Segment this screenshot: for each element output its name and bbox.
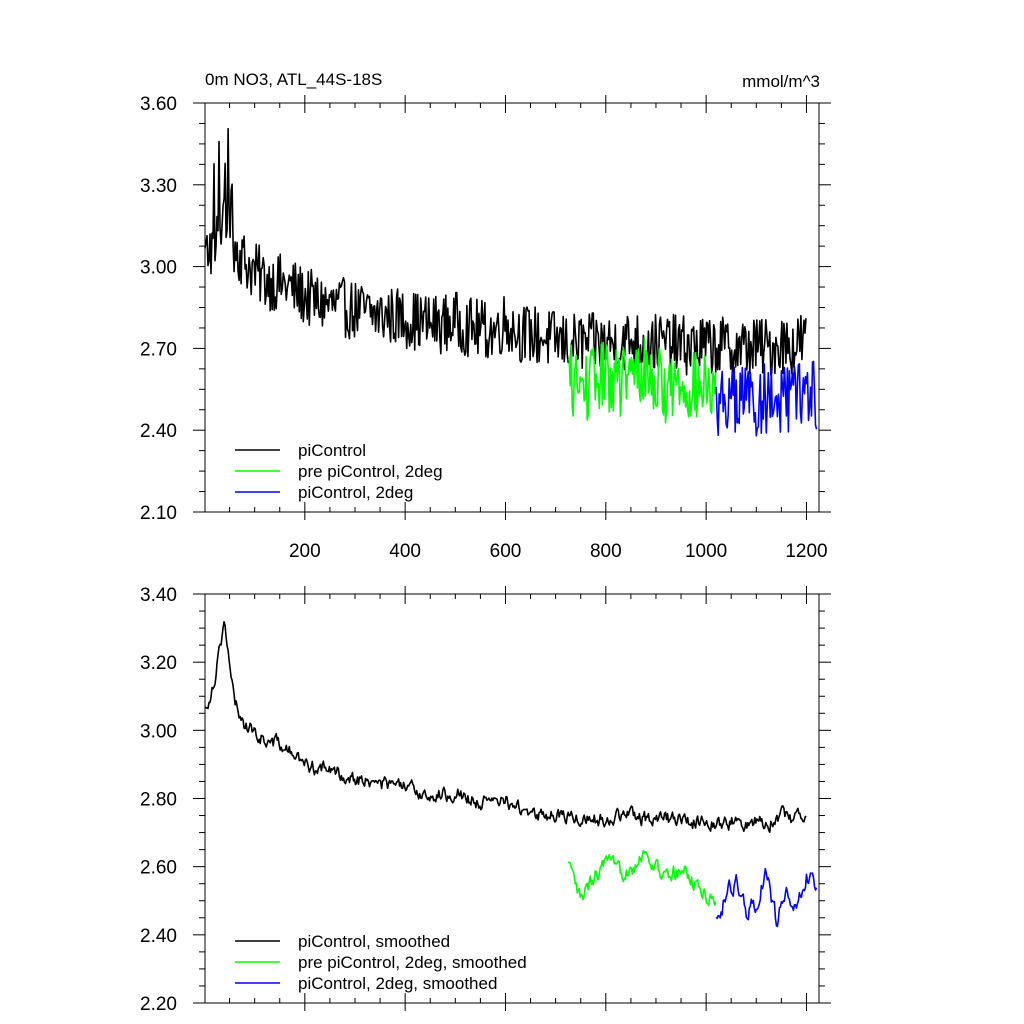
y-tick-label: 2.60 xyxy=(140,858,177,879)
series-line xyxy=(204,620,807,834)
legend-label: piControl xyxy=(298,441,366,460)
series-line xyxy=(567,849,717,907)
x-tick-label: 1200 xyxy=(785,541,827,562)
top-panel: 0m NO3, ATL_44S-18S mmol/m^3 200 400 600 80… xyxy=(140,70,831,562)
y-tick-label: 2.70 xyxy=(140,339,177,360)
legend-label: pre piControl, 2deg xyxy=(298,462,443,481)
y-tick-label: 3.20 xyxy=(140,653,177,674)
x-tick-label: 400 xyxy=(389,541,421,562)
y-tick-label: 3.40 xyxy=(140,585,177,606)
y-tick-label: 2.10 xyxy=(140,503,177,524)
series-line xyxy=(715,867,818,928)
y-tick-label: 2.20 xyxy=(140,994,177,1015)
x-tick-label: 800 xyxy=(590,541,622,562)
y-tick-label: 3.30 xyxy=(140,176,177,197)
chart-title: 0m NO3, ATL_44S-18S xyxy=(205,70,382,89)
y-tick-label: 2.40 xyxy=(140,926,177,947)
x-tick-label: 1000 xyxy=(685,541,727,562)
legend-label: piControl, 2deg xyxy=(298,483,413,502)
x-tick-label: 200 xyxy=(289,541,321,562)
units-label: mmol/m^3 xyxy=(742,72,820,91)
y-tick-label: 2.40 xyxy=(140,421,177,442)
legend-label: piControl, smoothed xyxy=(298,932,450,951)
y-tick-label: 3.00 xyxy=(140,258,177,279)
y-tick-label: 2.80 xyxy=(140,790,177,811)
series-line xyxy=(204,127,807,380)
series-line xyxy=(715,360,818,437)
legend-label: pre piControl, 2deg, smoothed xyxy=(298,953,527,972)
series-line xyxy=(567,336,717,424)
bottom-panel: 2.20 2.40 2.60 2.80 3.00 3.20 3.40 piControl, s… xyxy=(140,585,831,1015)
y-tick-label: 3.00 xyxy=(140,721,177,742)
legend-label: piControl, 2deg, smoothed xyxy=(298,974,497,993)
y-tick-label: 3.60 xyxy=(140,94,177,115)
x-tick-label: 600 xyxy=(490,541,522,562)
